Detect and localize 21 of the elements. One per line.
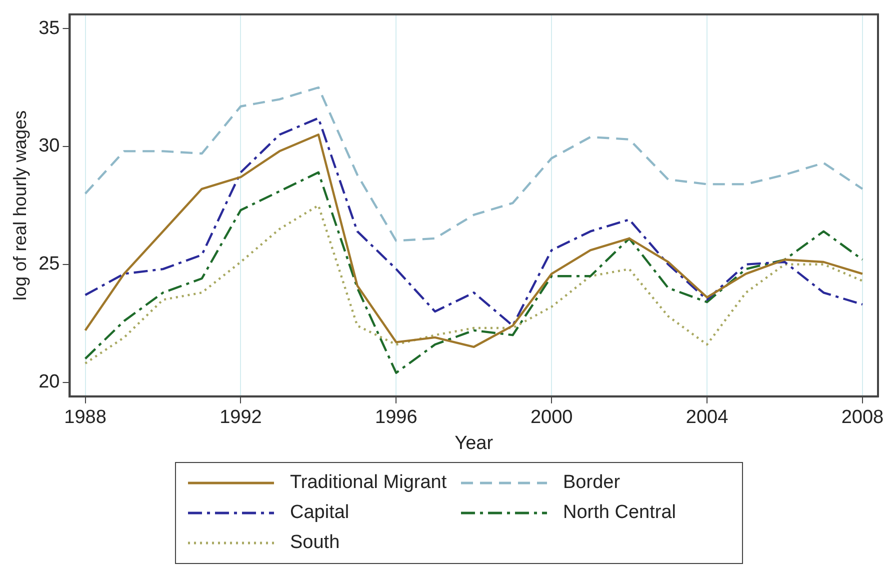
line-series (84, 117, 864, 327)
legend-label: Capital (290, 502, 350, 524)
x-tick-label: 1988 (64, 407, 106, 428)
x-tick-label: 1996 (375, 407, 418, 428)
x-tick-label: 2004 (686, 407, 729, 428)
y-tick-label: 30 (38, 136, 60, 157)
x-tick-label: 1992 (220, 407, 262, 428)
legend-label: Traditional Migrant (290, 472, 447, 494)
x-axis-title: Year (454, 432, 494, 454)
line-series (84, 86, 864, 242)
legend-label: North Central (563, 502, 676, 524)
y-tick-label: 20 (38, 371, 60, 392)
y-axis-title: log of real hourly wages (10, 110, 30, 300)
legend-label: South (290, 532, 340, 554)
line-series (84, 204, 864, 364)
y-tick-label: 35 (38, 18, 60, 39)
y-tick-label: 25 (38, 254, 60, 275)
x-tick-label: 2008 (841, 407, 884, 428)
x-tick-label: 2000 (530, 407, 573, 428)
legend-label: Border (563, 472, 620, 494)
line-series (84, 171, 864, 374)
